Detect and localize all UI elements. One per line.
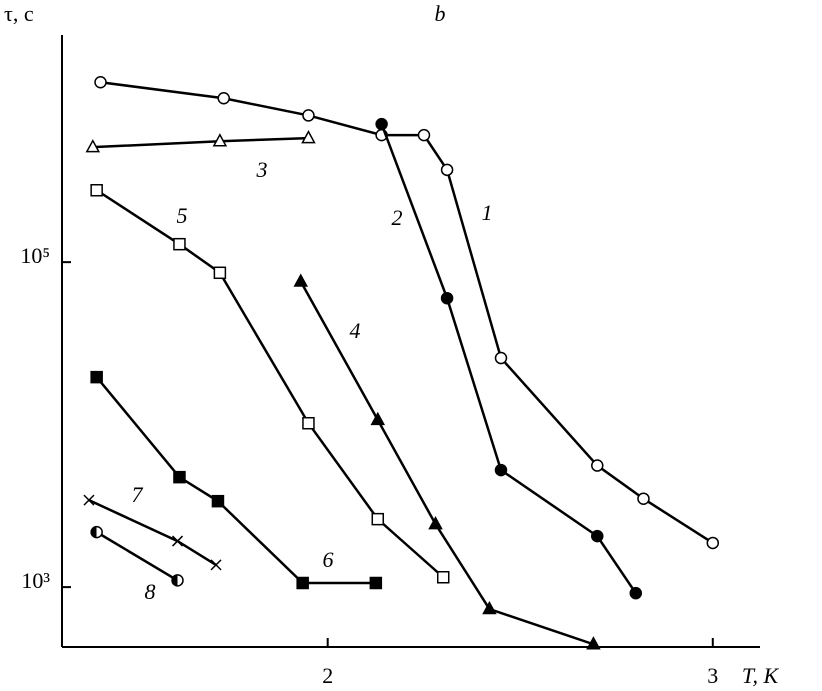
marker bbox=[482, 600, 497, 615]
series-label: 6 bbox=[323, 547, 334, 572]
marker bbox=[440, 291, 454, 305]
x-tick-label: 3 bbox=[707, 663, 718, 688]
series-line bbox=[299, 280, 594, 646]
series-line bbox=[95, 189, 445, 579]
marker bbox=[213, 266, 227, 280]
marker bbox=[417, 128, 431, 142]
marker bbox=[90, 525, 103, 539]
marker bbox=[171, 535, 184, 547]
marker bbox=[302, 109, 315, 122]
series-label: 7 bbox=[132, 482, 144, 507]
series-label: 1 bbox=[482, 200, 493, 225]
marker bbox=[440, 163, 454, 177]
marker bbox=[428, 516, 443, 530]
y-tick-label: 10³ bbox=[21, 568, 50, 593]
marker bbox=[296, 576, 309, 590]
marker bbox=[494, 351, 508, 365]
series-line bbox=[96, 531, 179, 582]
series-line bbox=[88, 499, 217, 566]
series-line bbox=[100, 80, 714, 544]
marker bbox=[637, 492, 650, 505]
marker bbox=[302, 416, 315, 430]
marker bbox=[90, 370, 103, 384]
marker bbox=[375, 117, 388, 131]
marker bbox=[210, 559, 222, 571]
marker bbox=[629, 586, 643, 600]
series-label: 5 bbox=[177, 203, 188, 228]
marker bbox=[436, 571, 450, 584]
series-line bbox=[92, 136, 309, 149]
marker bbox=[217, 92, 230, 105]
marker bbox=[171, 574, 184, 587]
series-label: 8 bbox=[145, 579, 156, 604]
marker bbox=[591, 529, 604, 543]
marker bbox=[90, 183, 103, 197]
marker bbox=[301, 130, 316, 144]
series-line bbox=[380, 123, 637, 594]
x-axis-label: T, K bbox=[742, 663, 780, 688]
marker bbox=[591, 459, 604, 472]
x-tick-label: 2 bbox=[322, 663, 333, 688]
marker bbox=[586, 636, 601, 650]
marker bbox=[173, 470, 186, 484]
marker bbox=[706, 536, 720, 550]
series-label: 3 bbox=[256, 157, 268, 182]
marker bbox=[371, 512, 385, 526]
marker bbox=[83, 494, 95, 506]
marker bbox=[94, 75, 107, 89]
marker bbox=[494, 463, 508, 477]
marker bbox=[370, 411, 386, 426]
marker bbox=[293, 273, 309, 287]
y-tick-label: 10⁵ bbox=[20, 243, 50, 268]
series-label: 2 bbox=[392, 205, 403, 230]
panel-label: b bbox=[435, 1, 446, 26]
series-label: 4 bbox=[350, 318, 361, 343]
marker bbox=[85, 139, 101, 153]
marker bbox=[369, 576, 383, 590]
marker bbox=[173, 237, 186, 251]
y-axis-label: τ, c bbox=[4, 1, 34, 26]
marker bbox=[211, 494, 225, 508]
series-line bbox=[95, 376, 376, 585]
marker bbox=[212, 133, 228, 147]
